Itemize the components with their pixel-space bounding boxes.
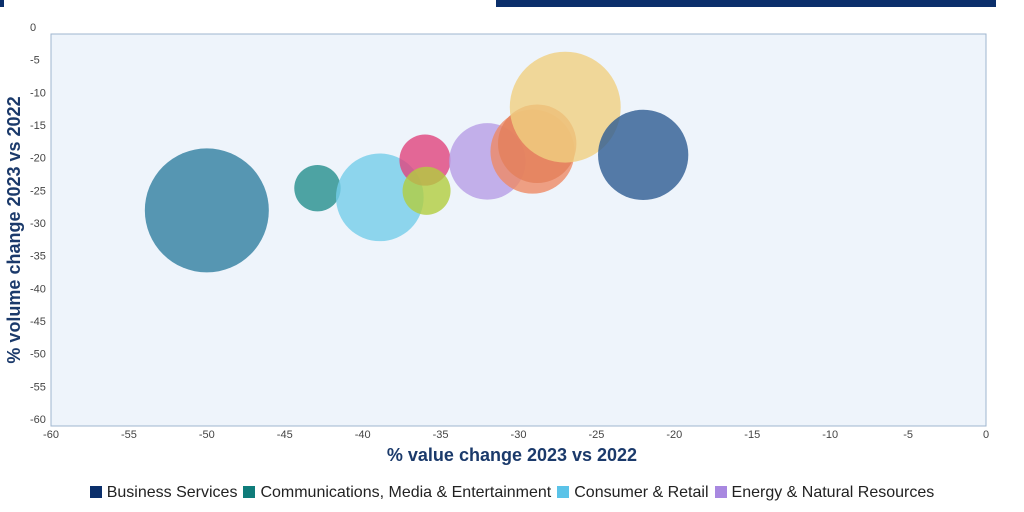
- y-tick-label: 0: [30, 22, 36, 34]
- y-tick-label: -55: [30, 381, 46, 393]
- y-tick-label: -20: [30, 153, 46, 165]
- bubble-3: [335, 153, 424, 242]
- y-tick-label: -60: [30, 414, 46, 426]
- bubble-1: [144, 148, 269, 273]
- bubble-layer: [144, 51, 689, 273]
- legend-swatch: [714, 486, 727, 498]
- x-tick-label: -15: [744, 429, 760, 441]
- y-tick-label: -40: [30, 283, 46, 295]
- y-axis-title: % volume change 2023 vs 2022: [4, 96, 24, 363]
- bubble-9: [509, 51, 621, 163]
- y-tick-label: -45: [30, 316, 46, 328]
- legend-swatch: [89, 486, 102, 498]
- x-tick-label: -30: [511, 429, 527, 441]
- x-tick-label: -10: [822, 429, 838, 441]
- bubble-10: [598, 109, 689, 201]
- legend-item: Energy & Natural Resources: [714, 484, 935, 502]
- legend-label: Business Services: [106, 484, 238, 501]
- y-tick-label: -25: [30, 185, 46, 197]
- x-tick-label: -35: [433, 429, 449, 441]
- y-tick-labels: 0 -5 -10 -15 -20 -25 -30 -35 -40 -45 -50 -55 -60: [30, 22, 46, 426]
- x-axis-title: % value change 2023 vs 2022: [387, 445, 637, 465]
- legend-label: Energy & Natural Resources: [731, 484, 935, 501]
- x-tick-label: -60: [43, 429, 59, 441]
- bubble-2: [294, 164, 341, 212]
- x-tick-label: -50: [199, 429, 215, 441]
- legend-swatch: [243, 486, 256, 498]
- y-tick-label: -35: [30, 251, 46, 263]
- bubble-5: [402, 166, 451, 215]
- legend-label: Consumer & Retail: [574, 484, 709, 501]
- y-tick-label: -15: [30, 120, 46, 132]
- x-tick-label: -25: [588, 429, 604, 441]
- legend-item: Business Services: [89, 484, 238, 502]
- legend-label: Communications, Media & Entertainment: [260, 484, 552, 501]
- x-tick-label: -20: [666, 429, 682, 441]
- y-tick-label: -30: [30, 218, 46, 230]
- legend-item: Communications, Media & Entertainment: [243, 484, 551, 502]
- bubble-chart: 0-5-10-15-20-25-30-35-40-45-50-55-60 -60…: [4, 22, 989, 465]
- y-tick-label: -50: [30, 349, 46, 361]
- x-tick-labels: -60 -55 -50 -45 -40 -35 -30 -25 -20 -15 -10 -5 0: [43, 429, 989, 441]
- y-tick-label: -10: [30, 87, 46, 99]
- x-tick-label: -55: [121, 429, 137, 441]
- header-accent-left: [0, 0, 4, 7]
- x-tick-label: 0: [983, 429, 989, 441]
- header-accent-right: [496, 0, 996, 7]
- y-tick-label: -5: [30, 55, 40, 67]
- legend: Business Services Communications, Media &…: [0, 484, 1024, 502]
- legend-swatch: [557, 486, 570, 498]
- x-tick-label: -5: [903, 429, 913, 441]
- x-tick-label: -45: [277, 429, 293, 441]
- x-tick-label: -40: [355, 429, 371, 441]
- legend-item: Consumer & Retail: [557, 484, 709, 502]
